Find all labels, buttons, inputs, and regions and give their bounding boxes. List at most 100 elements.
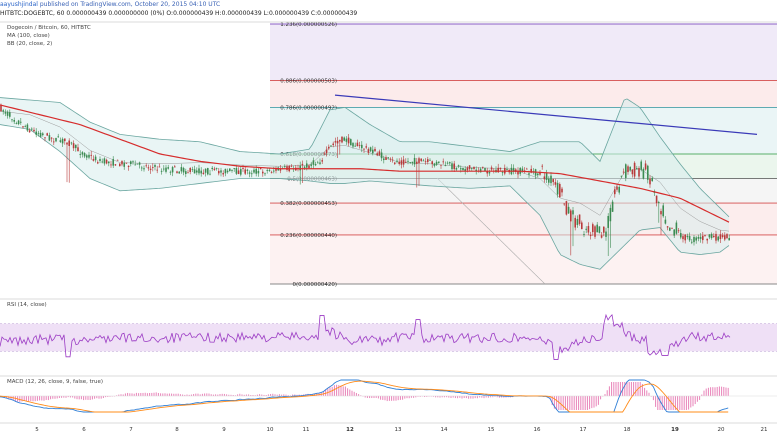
macd-histogram-bar: [80, 396, 82, 400]
macd-histogram-bar: [496, 396, 498, 398]
candle-body: [174, 166, 176, 168]
macd-histogram-bar: [111, 396, 113, 397]
macd-histogram-bar: [3, 396, 5, 398]
macd-histogram-bar: [61, 396, 63, 398]
rsi-line: [0, 313, 731, 360]
candle-body: [600, 235, 603, 238]
macd-histogram-bar: [144, 392, 146, 396]
macd-histogram-bar: [382, 396, 384, 400]
trendline: [334, 94, 758, 135]
candle-body: [75, 144, 77, 149]
macd-histogram-bar: [65, 396, 67, 398]
candle-body: [200, 170, 202, 174]
macd-histogram-bar: [168, 393, 170, 396]
candle-body: [141, 167, 143, 169]
macd-histogram-bar: [87, 396, 89, 400]
candle-body: [440, 164, 442, 166]
candle-body: [308, 165, 310, 169]
macd-histogram-bar: [494, 396, 496, 397]
x-tick-label: 16: [534, 427, 541, 433]
macd-histogram-bar: [584, 396, 586, 410]
macd-histogram-bar: [41, 396, 43, 401]
rsi-legend[interactable]: RSI (14, close): [7, 302, 47, 308]
macd-histogram-bar: [560, 396, 562, 410]
macd-histogram-bar: [129, 393, 131, 396]
candle-body: [17, 120, 20, 125]
macd-histogram-bar: [417, 396, 419, 397]
macd-histogram-bar: [426, 396, 428, 397]
candle-body: [127, 165, 130, 168]
candle-body: [708, 234, 711, 238]
publish-date: published on TradingView.com, October 20…: [39, 1, 221, 8]
candle-body: [684, 234, 686, 241]
candle-body: [420, 158, 422, 161]
macd-histogram-bar: [212, 394, 214, 396]
macd-histogram-bar: [265, 395, 267, 396]
macd-histogram-bar: [201, 393, 203, 396]
candle-body: [642, 168, 645, 179]
x-tick-label: 21: [761, 427, 768, 433]
macd-histogram-bar: [569, 396, 571, 410]
macd-histogram-bar: [582, 396, 584, 410]
candle-body: [125, 162, 128, 164]
candle-body: [77, 147, 79, 152]
candle-body: [583, 234, 585, 236]
macd-histogram-bar: [234, 395, 236, 396]
macd-histogram-bar: [373, 396, 375, 399]
macd-histogram-bar: [221, 393, 223, 396]
macd-histogram-bar: [661, 396, 663, 410]
macd-histogram-bar: [589, 396, 591, 410]
candle-body: [380, 152, 383, 159]
macd-histogram-bar: [578, 396, 580, 410]
candle-body: [680, 233, 682, 238]
macd-histogram-bar: [67, 396, 69, 398]
macd-histogram-bar: [575, 396, 577, 410]
candle-body: [68, 140, 70, 146]
candle-body: [358, 144, 361, 146]
macd-histogram-bar: [435, 396, 437, 398]
candle-body: [163, 168, 165, 170]
candle-body: [279, 168, 282, 171]
candle-body: [149, 168, 152, 170]
macd-histogram-bar: [32, 396, 34, 402]
macd-histogram-bar: [650, 396, 652, 397]
candle-body: [387, 157, 389, 159]
candle-body: [728, 238, 730, 241]
candle-body: [284, 166, 286, 167]
candle-body: [482, 166, 484, 168]
macd-histogram-bar: [399, 396, 401, 400]
candle-body: [556, 182, 559, 195]
macd-histogram-bar: [241, 394, 243, 396]
ma-legend[interactable]: MA (100, close): [7, 33, 50, 39]
candle-body: [28, 130, 31, 133]
macd-histogram-bar: [437, 396, 439, 398]
candle-body: [48, 135, 51, 141]
candle-body: [255, 168, 257, 174]
macd-histogram-bar: [100, 396, 102, 399]
candle-body: [79, 154, 81, 155]
macd-histogram-bar: [124, 393, 126, 396]
macd-histogram-bar: [135, 392, 137, 396]
candle-body: [422, 160, 425, 162]
fib-level-label: 0.382(0.000000453): [280, 201, 337, 207]
macd-histogram-bar: [406, 396, 408, 399]
macd-histogram-bar: [351, 390, 353, 396]
bb-legend[interactable]: BB (20, close, 2): [7, 41, 53, 47]
candle-body: [156, 169, 158, 171]
macd-histogram-bar: [252, 395, 254, 396]
candle-body: [457, 165, 460, 167]
macd-histogram-bar: [102, 396, 104, 399]
candle-body: [719, 234, 722, 240]
candle-body: [721, 235, 724, 238]
candle-body: [354, 145, 356, 147]
author-name[interactable]: aayushjindal: [0, 1, 38, 8]
candle-body: [248, 172, 251, 174]
macd-legend[interactable]: MACD (12, 26, close, 9, false, true): [7, 379, 104, 385]
candle-body: [303, 166, 306, 168]
candle-body: [396, 160, 398, 162]
candle-body: [270, 171, 273, 173]
macd-histogram-bar: [604, 394, 606, 396]
candle-body: [191, 169, 194, 171]
candle-body: [512, 167, 515, 172]
